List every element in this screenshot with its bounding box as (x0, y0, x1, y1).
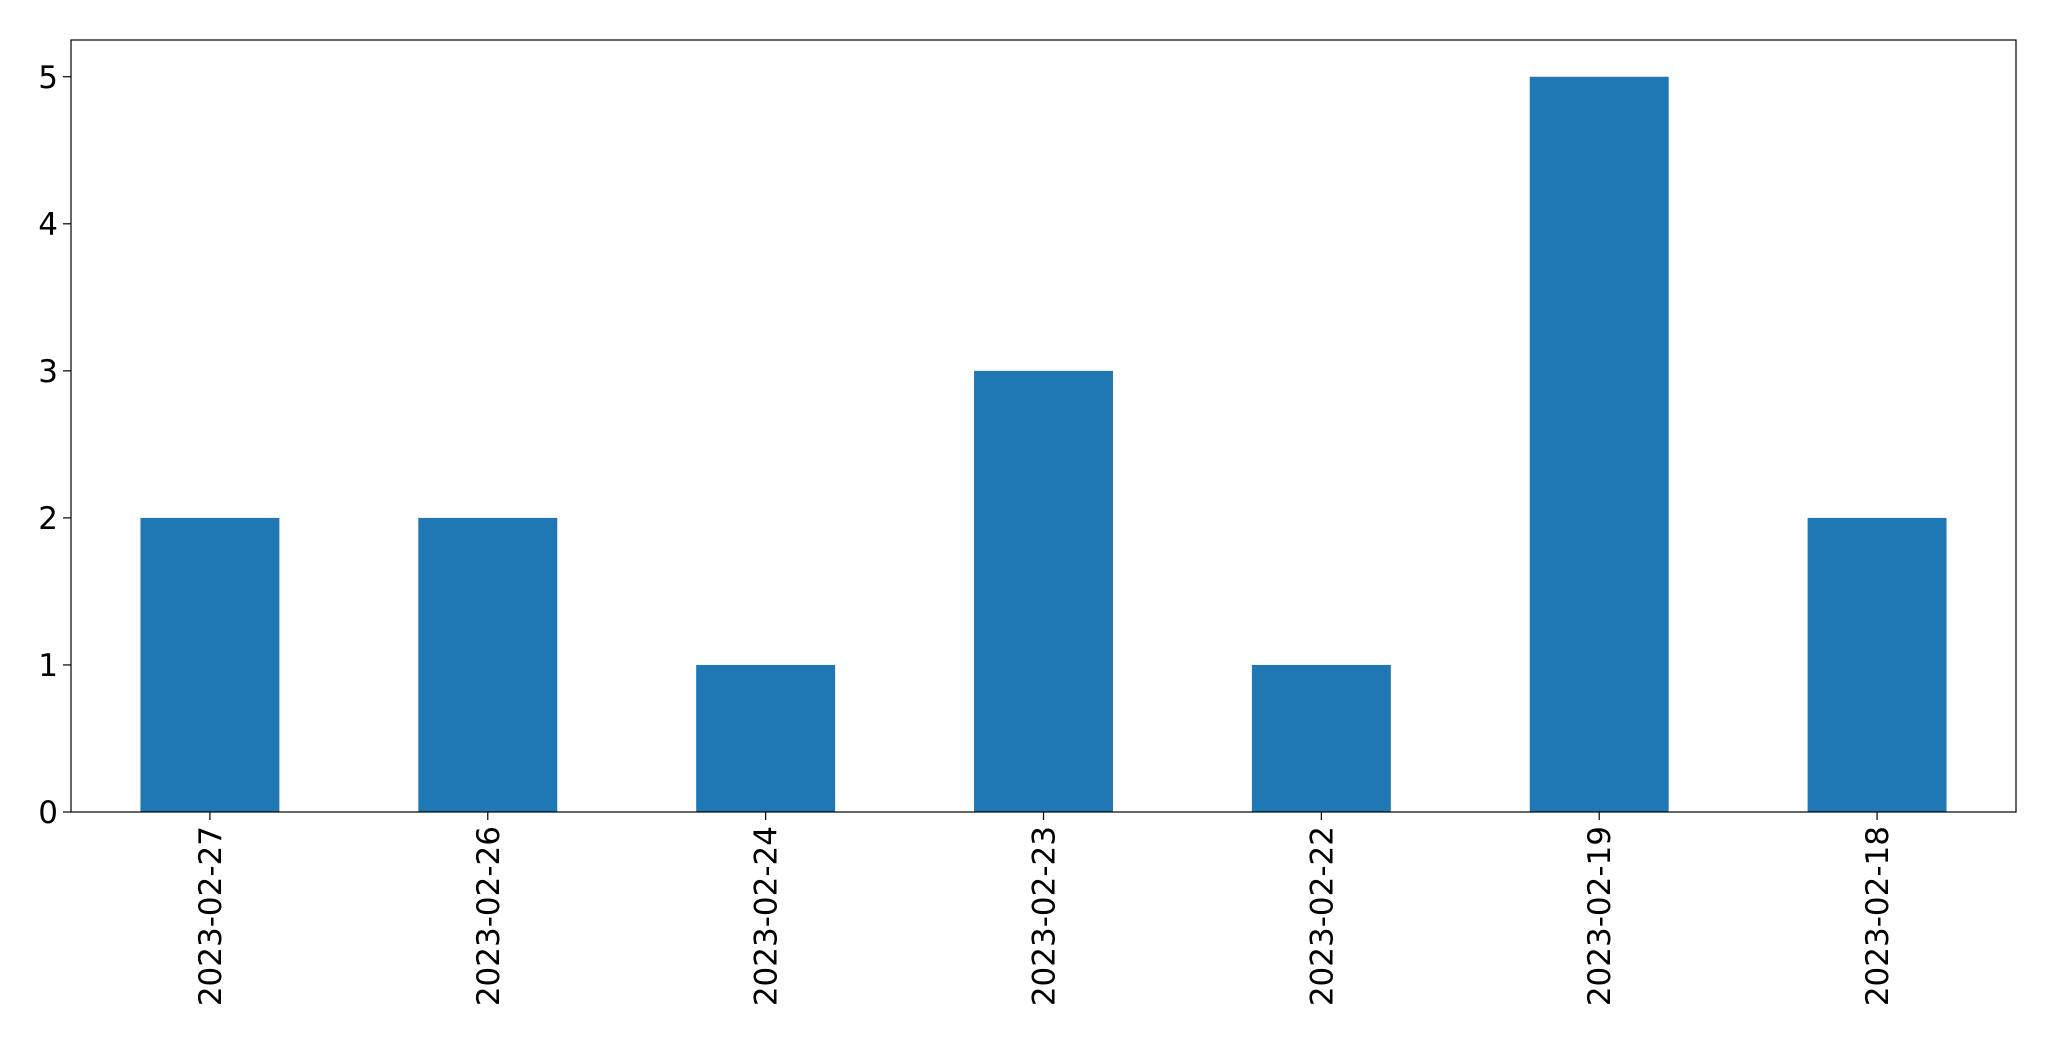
x-tick-label: 2023-02-23 (1027, 826, 1063, 1006)
y-tick-label: 1 (38, 648, 58, 684)
bar-2023-02-24 (696, 664, 836, 812)
x-tick-label: 2023-02-18 (1860, 826, 1896, 1006)
x-tick-label: 2023-02-27 (193, 826, 229, 1006)
x-tick-label: 2023-02-22 (1304, 826, 1340, 1006)
x-tick-label: 2023-02-26 (471, 826, 507, 1006)
x-tick-label: 2023-02-19 (1582, 826, 1618, 1006)
bar-2023-02-18 (1807, 517, 1947, 812)
x-axis-ticks: 2023-02-27 2023-02-26 2023-02-24 2023-02-23… (193, 812, 1896, 1006)
y-tick-label: 0 (38, 795, 58, 831)
y-axis-ticks: 0 1 2 3 4 5 (38, 60, 71, 831)
y-tick-label: 4 (38, 207, 58, 243)
bar-2023-02-22 (1251, 664, 1391, 812)
y-tick-label: 5 (38, 60, 58, 96)
y-tick-label: 2 (38, 501, 58, 537)
x-tick-label: 2023-02-24 (749, 826, 785, 1006)
bar-2023-02-23 (974, 370, 1113, 812)
bar-2023-02-27 (140, 517, 280, 812)
bar-2023-02-26 (418, 517, 558, 812)
bar-2023-02-19 (1529, 76, 1669, 812)
y-tick-label: 3 (38, 354, 58, 390)
bars-layer (140, 76, 1947, 812)
